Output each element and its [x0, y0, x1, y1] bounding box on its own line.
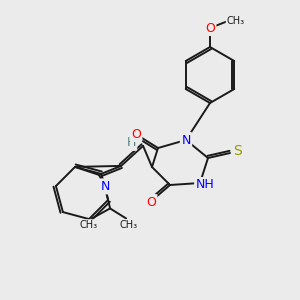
Text: H: H — [126, 136, 136, 149]
Text: O: O — [205, 22, 215, 34]
Text: CH₃: CH₃ — [120, 220, 138, 230]
Text: NH: NH — [196, 178, 214, 191]
Text: N: N — [100, 180, 110, 193]
Text: S: S — [232, 144, 242, 158]
Text: CH₃: CH₃ — [227, 16, 245, 26]
Text: N: N — [181, 134, 191, 146]
Text: O: O — [146, 196, 156, 208]
Text: O: O — [131, 128, 141, 140]
Text: CH₃: CH₃ — [80, 220, 98, 230]
